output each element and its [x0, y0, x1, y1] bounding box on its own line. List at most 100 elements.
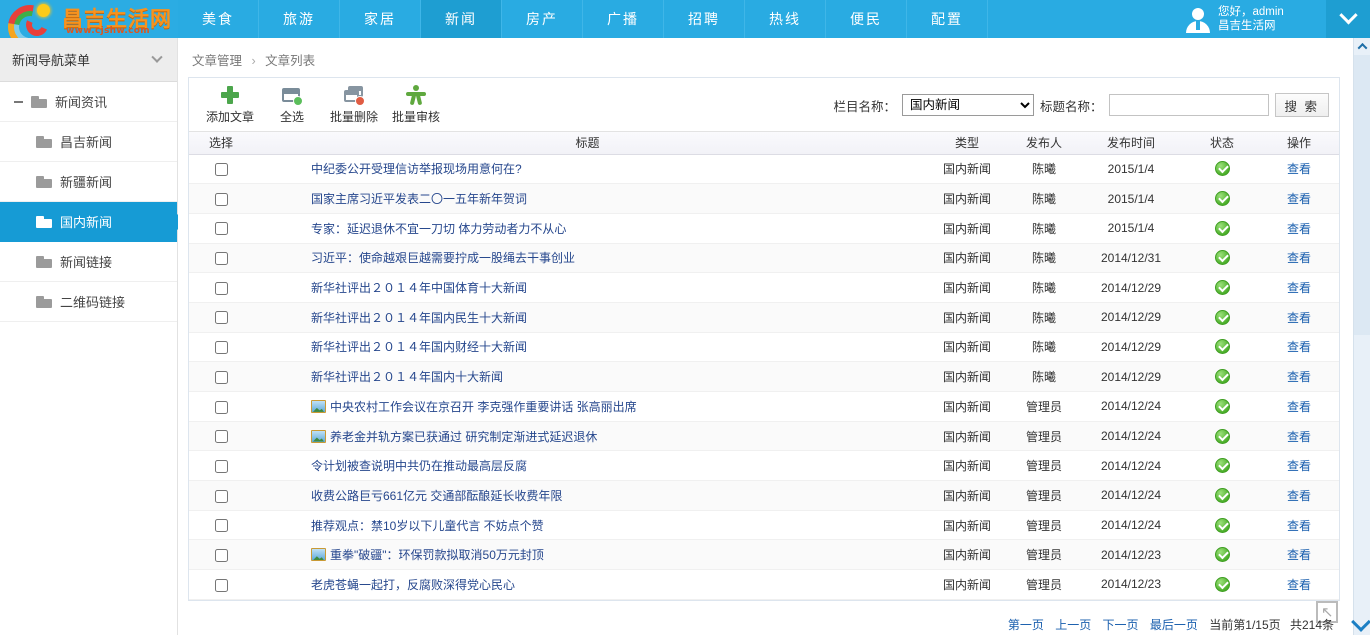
- nav-tab-8[interactable]: 便民: [826, 0, 907, 38]
- sidebar-item-3[interactable]: 国内新闻: [0, 202, 186, 242]
- pager-last-link[interactable]: 最后一页: [1149, 618, 1198, 632]
- row-title-link[interactable]: 中央农村工作会议在京召开 李克强作重要讲话 张高丽出席: [330, 399, 637, 414]
- row-checkbox[interactable]: [214, 281, 228, 295]
- row-checkbox[interactable]: [214, 192, 228, 206]
- pager-next-link[interactable]: 下一页: [1102, 618, 1139, 632]
- row-checkbox[interactable]: [214, 489, 228, 503]
- row-checkbox[interactable]: [214, 519, 228, 533]
- site-logo[interactable]: 昌吉生活网 www.cjshw.com: [0, 0, 178, 38]
- row-title-link[interactable]: 新华社评出２０１４年国内财经十大新闻: [311, 340, 528, 355]
- row-view-link[interactable]: 查看: [1286, 459, 1311, 474]
- row-title-link[interactable]: 养老金并轨方案已获通过 研究制定渐进式延迟退休: [330, 429, 598, 444]
- row-title-link[interactable]: 令计划被查说明中共仍在推动最高层反腐: [311, 459, 528, 474]
- row-date-cell: 2015/1/4: [1077, 213, 1185, 244]
- batch-audit-button[interactable]: 批量审核: [385, 84, 447, 125]
- nav-tab-2[interactable]: 家居: [340, 0, 421, 38]
- nav-tab-7[interactable]: 热线: [745, 0, 826, 38]
- row-title-link[interactable]: 重拳"破疆"：环保罚款拟取消50万元封顶: [330, 548, 544, 563]
- sidebar-item-label: 新疆新闻: [60, 175, 113, 190]
- article-list-panel: 添加文章 全选 批量删除 批量审核 栏目名称： 国内新闻 标题名称： 搜 索: [188, 77, 1340, 601]
- row-view-link[interactable]: 查看: [1286, 577, 1311, 592]
- row-date-cell: 2015/1/4: [1077, 154, 1185, 185]
- row-title-link[interactable]: 老虎苍蝇一起打，反腐败深得党心民心: [311, 577, 516, 592]
- row-title-link[interactable]: 专家：延迟退休不宜一刀切 体力劳动者力不从心: [311, 221, 567, 236]
- row-checkbox[interactable]: [214, 222, 228, 236]
- nav-tab-0[interactable]: 美食: [178, 0, 259, 38]
- breadcrumb-root[interactable]: 文章管理: [192, 54, 243, 68]
- sidebar-item-label: 新闻链接: [60, 255, 113, 270]
- batch-delete-button[interactable]: 批量删除: [323, 84, 385, 125]
- column-header-status: 状态: [1185, 132, 1259, 155]
- row-action-cell: 查看: [1259, 569, 1339, 600]
- nav-tab-5[interactable]: 广播: [583, 0, 664, 38]
- row-view-link[interactable]: 查看: [1286, 340, 1311, 355]
- sidebar-item-2[interactable]: 新疆新闻: [0, 162, 177, 202]
- row-checkbox[interactable]: [214, 163, 228, 176]
- category-select[interactable]: 国内新闻: [902, 94, 1034, 116]
- row-checkbox[interactable]: [214, 430, 228, 444]
- row-checkbox[interactable]: [214, 252, 228, 266]
- resize-expand-icon[interactable]: ↖: [1316, 601, 1338, 623]
- select-all-button[interactable]: 全选: [261, 84, 323, 125]
- sidebar-item-4[interactable]: 新闻链接: [0, 242, 177, 282]
- select-all-label: 全选: [279, 110, 304, 124]
- add-article-button[interactable]: 添加文章: [199, 84, 261, 125]
- sidebar-header-toggle[interactable]: 新闻导航菜单: [0, 38, 177, 82]
- row-title-link[interactable]: 国家主席习近平发表二〇一五年新年贺词: [311, 192, 528, 207]
- row-action-cell: 查看: [1259, 510, 1339, 541]
- row-title-link[interactable]: 收费公路巨亏661亿元 交通部酝酿延长收费年限: [311, 488, 563, 503]
- row-view-link[interactable]: 查看: [1286, 488, 1311, 503]
- row-title-cell: 重拳"破疆"：环保罚款拟取消50万元封顶: [253, 539, 923, 571]
- row-checkbox[interactable]: [214, 578, 228, 592]
- search-button[interactable]: 搜 索: [1274, 93, 1329, 117]
- row-view-link[interactable]: 查看: [1286, 281, 1311, 296]
- folder-icon: [36, 175, 52, 188]
- row-title-link[interactable]: 习近平：使命越艰巨越需要拧成一股绳去干事创业: [311, 251, 576, 266]
- row-title-link[interactable]: 推荐观点：禁10岁以下儿童代言 不妨点个赞: [311, 518, 544, 533]
- row-view-link[interactable]: 查看: [1286, 370, 1311, 385]
- row-view-link[interactable]: 查看: [1286, 548, 1311, 563]
- row-checkbox[interactable]: [214, 548, 228, 562]
- user-menu-toggle-button[interactable]: [1326, 0, 1370, 38]
- row-view-link[interactable]: 查看: [1286, 310, 1311, 325]
- user-account-area[interactable]: 您好，admin 昌吉生活网: [1180, 0, 1326, 38]
- row-checkbox[interactable]: [214, 311, 228, 325]
- row-title-link[interactable]: 新华社评出２０１４年中国体育十大新闻: [311, 281, 528, 296]
- row-checkbox[interactable]: [214, 400, 228, 414]
- sidebar-item-5[interactable]: 二维码链接: [0, 282, 177, 322]
- row-view-link[interactable]: 查看: [1286, 518, 1311, 533]
- row-checkbox[interactable]: [214, 370, 228, 384]
- sidebar-item-label: 国内新闻: [60, 215, 113, 230]
- row-title-cell: 专家：延迟退休不宜一刀切 体力劳动者力不从心: [253, 213, 923, 244]
- row-view-link[interactable]: 查看: [1286, 251, 1311, 266]
- row-view-link[interactable]: 查看: [1286, 221, 1311, 236]
- nav-tab-3[interactable]: 新闻: [421, 0, 502, 38]
- collapse-minus-icon[interactable]: [14, 100, 23, 103]
- row-title-cell: 中纪委公开受理信访举报现场用意何在?: [253, 154, 923, 185]
- row-type-cell: 国内新闻: [923, 332, 1011, 363]
- row-status-cell: [1185, 332, 1259, 363]
- row-checkbox[interactable]: [214, 459, 228, 473]
- row-view-link[interactable]: 查看: [1286, 429, 1311, 444]
- scrollbar-thumb[interactable]: [1354, 55, 1370, 335]
- row-title-link[interactable]: 中纪委公开受理信访举报现场用意何在?: [311, 162, 522, 177]
- row-select-cell: [189, 361, 253, 392]
- scroll-up-button[interactable]: [1354, 38, 1370, 55]
- row-checkbox[interactable]: [214, 341, 228, 355]
- nav-tab-6[interactable]: 招聘: [664, 0, 745, 38]
- row-title-link[interactable]: 新华社评出２０１４年国内民生十大新闻: [311, 310, 528, 325]
- sidebar-item-1[interactable]: 昌吉新闻: [0, 122, 177, 162]
- row-view-link[interactable]: 查看: [1286, 192, 1311, 207]
- nav-tab-4[interactable]: 房产: [502, 0, 583, 38]
- table-row: 中央农村工作会议在京召开 李克强作重要讲话 张高丽出席 国内新闻 管理员 2014/1…: [189, 391, 1339, 422]
- sidebar-item-0[interactable]: 新闻资讯: [0, 82, 177, 122]
- vertical-scrollbar[interactable]: [1353, 38, 1370, 635]
- row-view-link[interactable]: 查看: [1286, 162, 1311, 177]
- row-title-link[interactable]: 新华社评出２０１４年国内十大新闻: [311, 370, 504, 385]
- row-view-link[interactable]: 查看: [1286, 399, 1311, 414]
- nav-tab-9[interactable]: 配置: [907, 0, 988, 38]
- nav-tab-1[interactable]: 旅游: [259, 0, 340, 38]
- pager-prev-link[interactable]: 上一页: [1055, 618, 1092, 632]
- title-search-input[interactable]: [1108, 94, 1269, 116]
- pager-first-link[interactable]: 第一页: [1007, 618, 1044, 632]
